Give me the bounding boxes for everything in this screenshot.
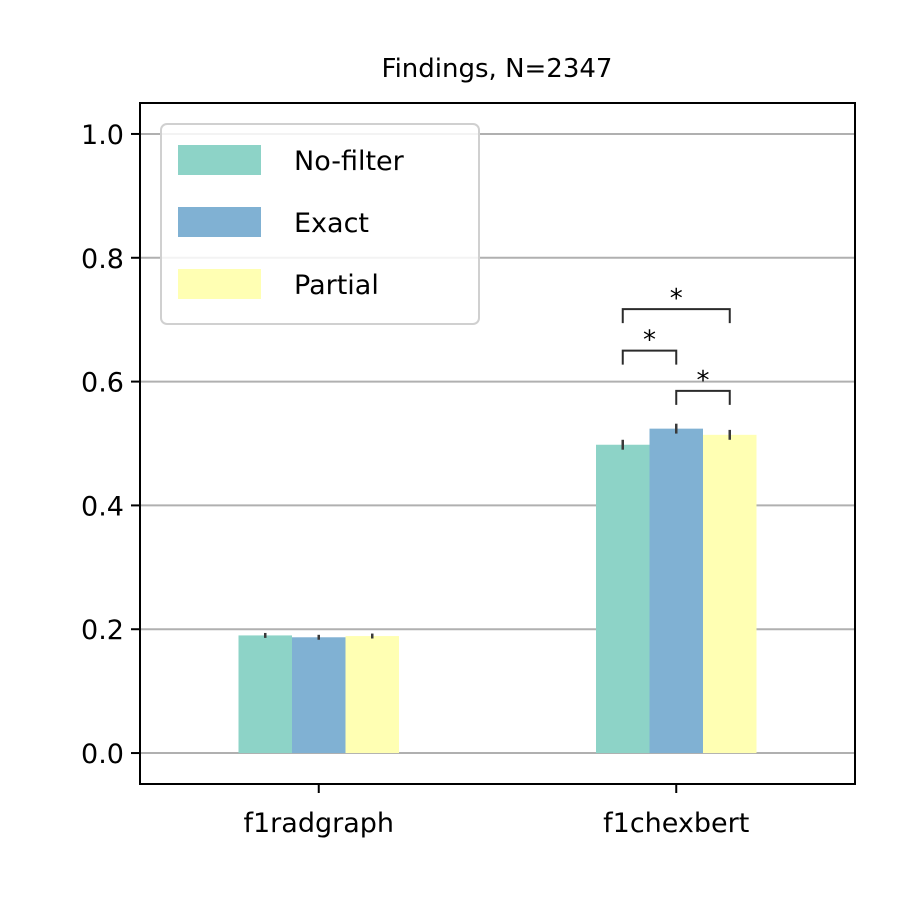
y-tick-label: 0.8: [81, 244, 124, 275]
legend: No-filter Exact Partial: [160, 123, 480, 325]
y-tick-label: 1.0: [81, 120, 124, 151]
significance-bracket: [621, 349, 678, 365]
legend-swatch: [178, 145, 261, 175]
y-tick-label: 0.2: [81, 615, 124, 646]
significance-bracket: [675, 389, 731, 405]
bar: [345, 636, 399, 754]
y-tick-label: 0.0: [81, 739, 124, 770]
x-tick-label: f1chexbert: [603, 808, 749, 839]
bar: [703, 434, 757, 754]
legend-swatch: [178, 207, 261, 237]
legend-swatch: [178, 269, 261, 299]
bar: [238, 635, 292, 754]
plot-frame: [139, 102, 856, 785]
axes: 0.0 0.2 0.4 0.6 0.8 1.0 f1radgraph f1chexbert: [81, 102, 856, 839]
significance-label: *: [670, 284, 683, 314]
legend-label: Partial: [294, 270, 379, 301]
bar: [596, 444, 650, 754]
error-bars: [264, 423, 731, 640]
legend-label: Exact: [294, 208, 369, 239]
legend-label: No-filter: [294, 146, 405, 177]
significance-brackets: * * *: [621, 284, 731, 405]
y-tick-label: 0.6: [81, 368, 124, 399]
significance-label: *: [697, 366, 710, 396]
y-tick-label: 0.4: [81, 491, 124, 522]
significance-bracket: [621, 308, 731, 324]
bar: [649, 428, 703, 754]
bar: [292, 637, 346, 754]
chart-title: Findings, N=2347: [382, 54, 613, 84]
significance-label: *: [643, 326, 656, 356]
x-tick-label: f1radgraph: [243, 808, 394, 839]
bars: [238, 428, 757, 754]
